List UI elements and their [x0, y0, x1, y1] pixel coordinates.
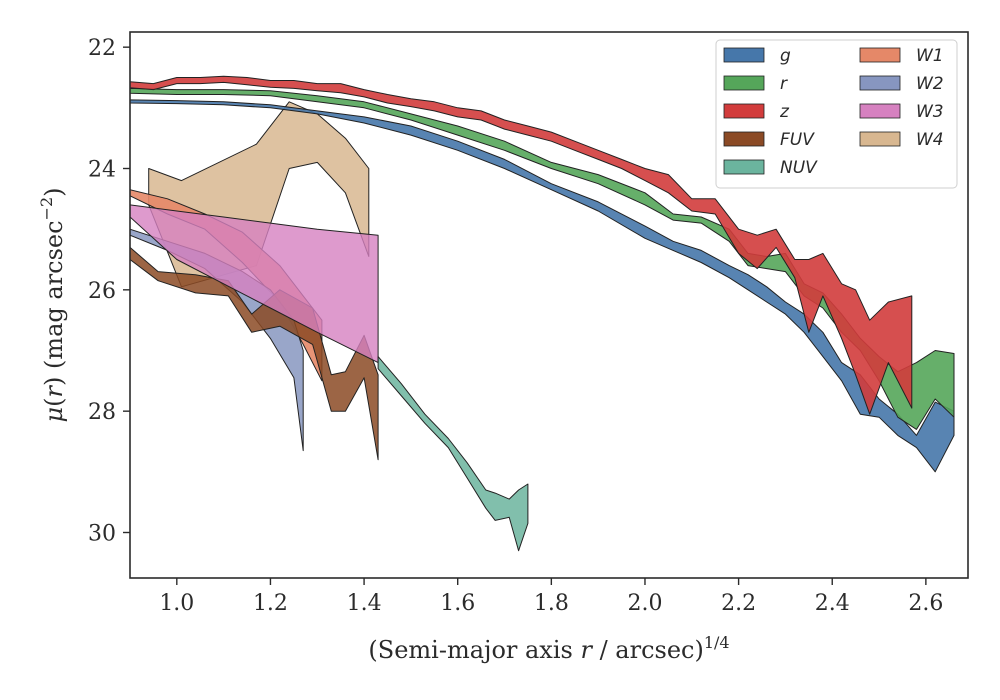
x-tick-label: 1.6	[440, 591, 475, 616]
x-tick-label: 1.0	[159, 591, 194, 616]
x-axis-label: (Semi-major axis r / arcsec)1/4	[368, 633, 729, 664]
legend-label-nuv: NUV	[780, 158, 818, 178]
x-tick-label: 2.0	[627, 591, 662, 616]
y-axis-ticks: 22 24 26 28 30	[88, 36, 130, 547]
y-tick-label: 22	[88, 36, 116, 61]
x-tick-label: 1.8	[534, 591, 569, 616]
x-tick-label: 2.6	[908, 591, 943, 616]
y-tick-label: 28	[88, 400, 116, 425]
legend-label-w2: W2	[916, 74, 944, 94]
x-tick-label: 1.2	[253, 591, 288, 616]
x-tick-label: 2.4	[815, 591, 850, 616]
legend-label-w3: W3	[916, 102, 944, 122]
y-tick-label: 26	[88, 279, 116, 304]
x-tick-label: 2.2	[721, 591, 756, 616]
y-tick-label: 24	[88, 158, 116, 183]
legend-label-fuv: FUV	[780, 130, 815, 150]
x-tick-label: 1.4	[347, 591, 382, 616]
legend-label-r: r	[780, 74, 788, 94]
legend-swatch-w1	[859, 47, 901, 63]
legend-label-w1: W1	[916, 46, 944, 66]
band-fuv	[130, 246, 379, 461]
band-g	[130, 99, 955, 473]
legend-label-g: g	[780, 46, 791, 66]
legend-swatch-z	[723, 103, 765, 119]
legend-swatch-w4	[859, 131, 901, 147]
legend-label-w4: W4	[916, 130, 944, 150]
legend-swatch-g	[723, 47, 765, 63]
band-layer	[130, 75, 955, 552]
y-tick-label: 30	[88, 522, 116, 547]
y-axis-label: μ(r) (mag arcsec−2)	[37, 187, 68, 422]
legend-label-z: z	[779, 102, 790, 122]
band-z	[130, 75, 913, 415]
band-r	[130, 87, 955, 430]
band-nuv	[377, 356, 529, 552]
legend-swatch-w2	[859, 75, 901, 91]
legend-swatch-r	[723, 75, 765, 91]
legend-swatch-w3	[859, 103, 901, 119]
legend: grz FUV NUV W1 W2 W3 W4	[715, 39, 958, 189]
x-axis-ticks: 1.0 1.2 1.4 1.6 1.8 2.0 2.2 2.4 2.6	[159, 578, 943, 616]
legend-swatch-fuv	[723, 131, 765, 147]
plot-frame	[129, 31, 969, 579]
legend-swatch-nuv	[723, 159, 765, 175]
